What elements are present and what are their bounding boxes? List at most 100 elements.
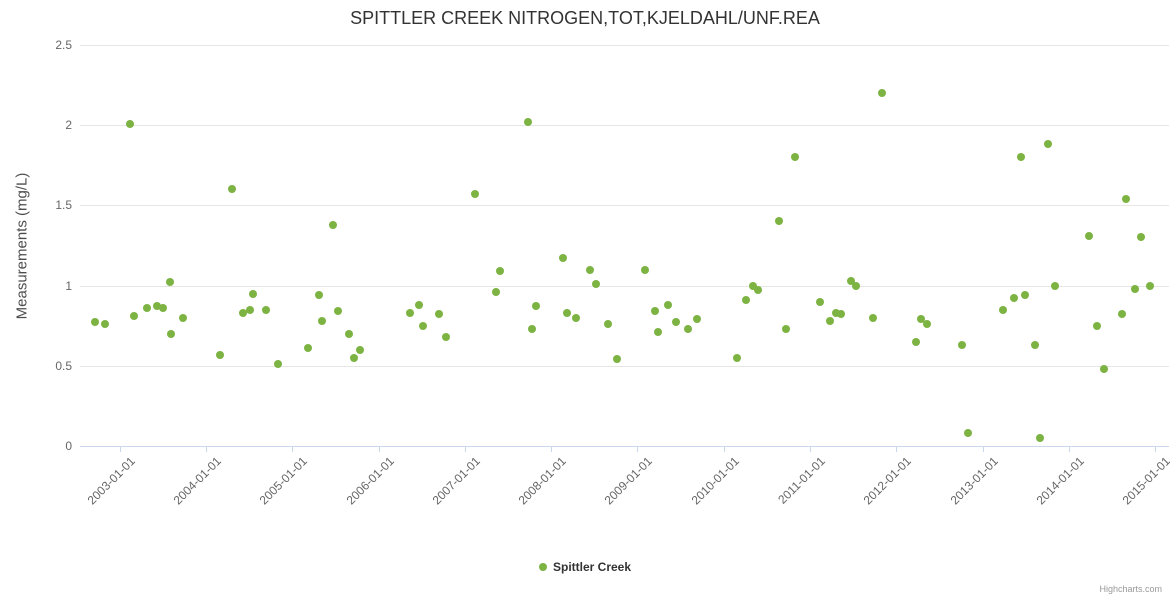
- data-point[interactable]: [178, 313, 187, 322]
- data-point[interactable]: [471, 190, 480, 199]
- data-point[interactable]: [1093, 321, 1102, 330]
- data-point[interactable]: [1036, 433, 1045, 442]
- data-point[interactable]: [585, 265, 594, 274]
- data-point[interactable]: [215, 350, 224, 359]
- data-point[interactable]: [523, 117, 532, 126]
- data-point[interactable]: [1137, 233, 1146, 242]
- x-axis-tick: [982, 447, 984, 452]
- data-point[interactable]: [654, 328, 663, 337]
- data-point[interactable]: [303, 344, 312, 353]
- data-point[interactable]: [917, 315, 926, 324]
- x-axis-tick-label: 2015-01-01: [1119, 454, 1170, 508]
- data-point[interactable]: [963, 429, 972, 438]
- data-point[interactable]: [167, 329, 176, 338]
- gridline: [80, 365, 1169, 367]
- data-point[interactable]: [334, 307, 342, 316]
- data-point[interactable]: [562, 308, 571, 317]
- data-point[interactable]: [663, 300, 672, 309]
- data-point[interactable]: [572, 313, 581, 322]
- legend-item-spittler-creek[interactable]: Spittler Creek: [0, 560, 1170, 574]
- data-point[interactable]: [1031, 340, 1040, 349]
- data-point[interactable]: [126, 119, 135, 128]
- data-point[interactable]: [732, 353, 741, 362]
- data-point[interactable]: [846, 276, 855, 285]
- data-point[interactable]: [774, 217, 783, 226]
- data-point[interactable]: [1020, 291, 1029, 300]
- data-point[interactable]: [528, 324, 537, 333]
- data-point[interactable]: [356, 345, 365, 354]
- data-point[interactable]: [328, 220, 337, 229]
- data-point[interactable]: [274, 360, 283, 369]
- data-point[interactable]: [791, 153, 800, 162]
- data-point[interactable]: [957, 340, 966, 349]
- data-point[interactable]: [650, 307, 659, 316]
- data-point[interactable]: [419, 321, 428, 330]
- data-point[interactable]: [831, 308, 840, 317]
- legend-label: Spittler Creek: [552, 560, 632, 574]
- data-point[interactable]: [1117, 310, 1126, 319]
- data-point[interactable]: [1044, 140, 1053, 149]
- data-point[interactable]: [641, 265, 650, 274]
- data-point[interactable]: [261, 305, 270, 314]
- data-point[interactable]: [415, 300, 424, 309]
- data-point[interactable]: [317, 316, 326, 325]
- data-point[interactable]: [912, 337, 921, 346]
- data-point[interactable]: [692, 315, 701, 324]
- data-point[interactable]: [1009, 294, 1018, 303]
- data-point[interactable]: [837, 310, 846, 319]
- data-point[interactable]: [672, 318, 681, 327]
- data-point[interactable]: [877, 89, 886, 98]
- data-point[interactable]: [158, 304, 167, 313]
- data-point[interactable]: [869, 313, 878, 322]
- data-point[interactable]: [441, 332, 450, 341]
- data-point[interactable]: [1084, 231, 1093, 240]
- x-axis-tick-label: 2007-01-01: [429, 454, 483, 508]
- x-axis-tick-label: 2004-01-01: [170, 454, 224, 508]
- data-point[interactable]: [781, 324, 790, 333]
- x-axis-tick-label: 2008-01-01: [515, 454, 570, 508]
- data-point[interactable]: [406, 308, 415, 317]
- data-point[interactable]: [152, 302, 161, 311]
- data-point[interactable]: [90, 318, 99, 327]
- data-point[interactable]: [559, 254, 568, 263]
- data-point[interactable]: [434, 310, 443, 319]
- gridline: [80, 285, 1169, 287]
- data-point[interactable]: [143, 304, 152, 313]
- data-point[interactable]: [1100, 365, 1109, 373]
- data-point[interactable]: [248, 289, 257, 298]
- x-axis-tick: [810, 447, 812, 452]
- data-point[interactable]: [592, 279, 601, 288]
- x-axis-tick-label: 2012-01-01: [860, 454, 915, 508]
- y-axis-title: Measurements (mg/L): [13, 172, 31, 320]
- data-point[interactable]: [101, 320, 110, 329]
- data-point[interactable]: [604, 320, 613, 329]
- data-point[interactable]: [742, 296, 751, 305]
- data-point[interactable]: [227, 185, 236, 194]
- data-point[interactable]: [825, 316, 834, 325]
- x-axis-tick: [896, 447, 898, 452]
- data-point[interactable]: [239, 308, 248, 317]
- data-point[interactable]: [130, 312, 139, 321]
- data-point[interactable]: [531, 302, 540, 311]
- highcharts-credits-link[interactable]: Highcharts.com: [1099, 584, 1162, 594]
- data-point[interactable]: [923, 320, 932, 329]
- data-point[interactable]: [612, 355, 621, 364]
- data-point[interactable]: [491, 288, 500, 297]
- data-point[interactable]: [1131, 284, 1140, 293]
- data-point[interactable]: [999, 305, 1008, 314]
- data-point[interactable]: [315, 291, 324, 300]
- data-point[interactable]: [245, 305, 254, 314]
- data-point[interactable]: [749, 281, 758, 290]
- data-point[interactable]: [816, 297, 825, 306]
- data-point[interactable]: [345, 329, 354, 338]
- data-point[interactable]: [1121, 194, 1130, 203]
- data-point[interactable]: [350, 353, 359, 362]
- data-point[interactable]: [754, 286, 763, 295]
- data-point[interactable]: [496, 267, 505, 276]
- data-point[interactable]: [1146, 281, 1155, 290]
- data-point[interactable]: [165, 278, 174, 287]
- data-point[interactable]: [1051, 281, 1060, 290]
- data-point[interactable]: [851, 281, 860, 290]
- data-point[interactable]: [684, 324, 693, 333]
- data-point[interactable]: [1017, 153, 1026, 162]
